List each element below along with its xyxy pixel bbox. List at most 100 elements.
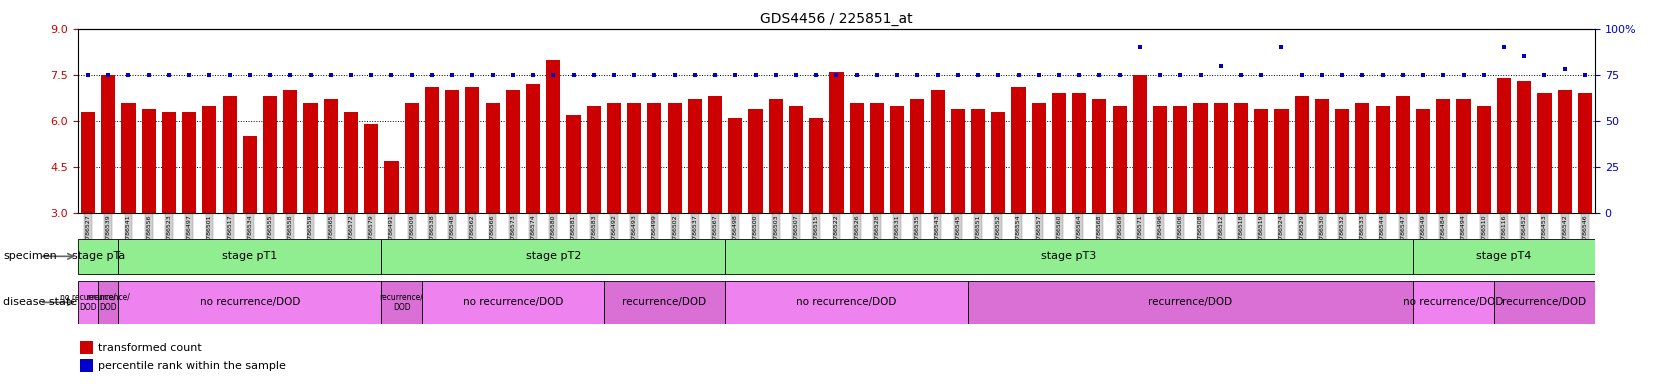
Bar [1092,99,1105,213]
Point [701,72,727,78]
Bar [118,239,381,274]
Point [499,72,525,78]
Point [925,72,951,78]
Bar [424,87,439,213]
Bar [1415,109,1430,213]
Bar [724,281,968,324]
Point [762,72,789,78]
Bar [1253,109,1268,213]
Point [843,72,870,78]
Bar [505,90,520,213]
Bar [769,99,782,213]
Bar [991,112,1004,213]
Point [1226,72,1254,78]
Point [1268,44,1294,50]
Point [1287,72,1314,78]
Bar [421,281,603,324]
Point [1307,72,1334,78]
Bar [1173,106,1186,213]
Point [439,72,466,78]
Bar [1435,99,1450,213]
Point [1450,72,1476,78]
Bar [1577,93,1591,213]
Bar [668,103,681,213]
Bar [486,103,499,213]
Bar [263,96,277,213]
Point [863,72,890,78]
Bar [1536,93,1551,213]
Text: no recurrence/DOD: no recurrence/DOD [795,297,896,308]
Bar [525,84,540,213]
Bar [567,115,580,213]
Point [1046,72,1072,78]
Point [318,72,345,78]
Bar [384,161,398,213]
Text: stage pT2: stage pT2 [525,251,580,262]
Bar [708,96,722,213]
Bar [1556,90,1571,213]
Bar [162,112,176,213]
Point [540,72,567,78]
Point [1085,72,1112,78]
Point [1490,44,1516,50]
Bar [587,106,600,213]
Point [1470,72,1496,78]
Point [903,72,930,78]
Bar [968,281,1412,324]
Point [1127,44,1153,50]
Bar [80,359,93,372]
Bar [724,239,1412,274]
Point [722,72,749,78]
Bar [626,103,641,213]
Bar [365,124,378,213]
Bar [809,118,824,213]
Point [802,72,828,78]
Point [1147,72,1173,78]
Bar [1395,96,1408,213]
Bar [1011,87,1026,213]
Bar [381,239,724,274]
Text: transformed count: transformed count [98,343,202,353]
Point [641,72,668,78]
Point [358,72,384,78]
Point [479,72,505,78]
Bar [848,103,863,213]
Point [1329,72,1355,78]
Text: stage pT4: stage pT4 [1475,251,1531,262]
Point [116,72,141,78]
Point [94,72,121,78]
Text: stage pT1: stage pT1 [222,251,277,262]
Bar [1354,103,1369,213]
Text: no recurrence/DOD: no recurrence/DOD [462,297,563,308]
Point [1571,72,1597,78]
Bar [323,99,338,213]
Point [1206,63,1233,69]
Point [1551,66,1577,73]
Bar [121,103,136,213]
Point [1186,72,1213,78]
Bar [545,60,560,213]
Bar [182,112,196,213]
Bar [1213,103,1228,213]
Point [824,72,850,78]
Point [984,72,1011,78]
Bar [688,99,701,213]
Text: no recurrence/DOD: no recurrence/DOD [199,297,300,308]
Bar [303,103,318,213]
Point [378,72,404,78]
Bar [466,87,479,213]
Point [176,72,202,78]
Point [338,72,365,78]
Bar [80,341,93,354]
Bar [1031,103,1046,213]
Point [215,72,244,78]
Point [742,72,769,78]
Text: percentile rank within the sample: percentile rank within the sample [98,361,285,371]
Point [1004,72,1031,78]
Point [277,72,303,78]
Point [661,72,688,78]
Point [1024,72,1051,78]
Point [75,72,101,78]
Point [237,72,263,78]
Bar [1233,103,1248,213]
